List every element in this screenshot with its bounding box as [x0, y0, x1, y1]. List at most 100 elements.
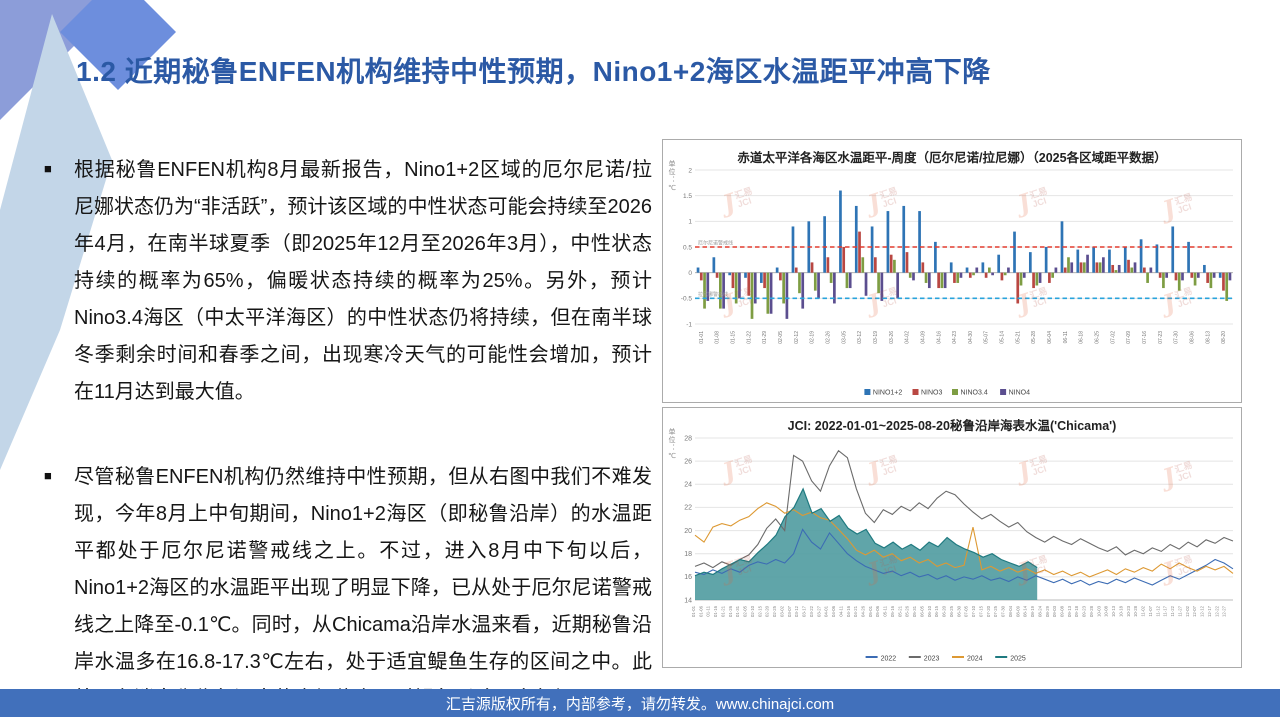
- svg-text:05-01: 05-01: [868, 605, 873, 617]
- svg-text:02-15: 02-15: [757, 605, 762, 617]
- bullet-item: ■ 根据秘鲁ENFEN机构8月最新报告，Nino1+2区域的厄尔尼诺/拉尼娜状态…: [44, 152, 652, 411]
- svg-text:12-02: 12-02: [1185, 605, 1190, 617]
- svg-text:11-17: 11-17: [1163, 605, 1168, 616]
- svg-text:10-08: 10-08: [1104, 605, 1109, 617]
- svg-text:03-17: 03-17: [802, 605, 807, 617]
- svg-text:11-22: 11-22: [1170, 605, 1175, 616]
- svg-text:07-16: 07-16: [1142, 331, 1148, 344]
- svg-text:16: 16: [684, 574, 692, 581]
- svg-text:01-08: 01-08: [715, 331, 721, 344]
- svg-text:NINO3.4: NINO3.4: [961, 390, 988, 397]
- svg-text:05-26: 05-26: [905, 605, 910, 617]
- svg-text:08-13: 08-13: [1205, 331, 1211, 344]
- svg-text:22: 22: [684, 505, 692, 512]
- svg-text:02-19: 02-19: [810, 331, 816, 344]
- svg-text:10-28: 10-28: [1133, 605, 1138, 617]
- chart-panel-chicama-sst: JCI: 2022-01-01~2025-08-20秘鲁沿岸海表水温('Chic…: [662, 407, 1242, 668]
- svg-text:03-12: 03-12: [857, 331, 863, 344]
- svg-text:02-10: 02-10: [750, 605, 755, 617]
- svg-text:24: 24: [684, 482, 692, 489]
- svg-text:06-25: 06-25: [949, 605, 954, 617]
- svg-text:09-18: 09-18: [1074, 605, 1079, 617]
- svg-text:05-21: 05-21: [1015, 331, 1021, 344]
- chicama-sst-line-chart: 28 26 24 22 20 18 16 14 01-01 01-06 01-11 01-16 01-2…: [665, 432, 1239, 667]
- svg-text:05-16: 05-16: [890, 605, 895, 617]
- svg-text:08-24: 08-24: [1037, 605, 1042, 617]
- svg-text:06-25: 06-25: [1095, 331, 1101, 344]
- bullet-text-1: 根据秘鲁ENFEN机构8月最新报告，Nino1+2区域的厄尔尼诺/拉尼娜状态仍为…: [74, 159, 652, 403]
- svg-text:-1: -1: [686, 321, 692, 328]
- bullet-list: ■ 根据秘鲁ENFEN机构8月最新报告，Nino1+2区域的厄尔尼诺/拉尼娜状态…: [44, 152, 652, 720]
- svg-text:2: 2: [688, 167, 692, 174]
- svg-text:07-30: 07-30: [1001, 605, 1006, 617]
- svg-text:2024: 2024: [967, 656, 983, 663]
- svg-text:08-14: 08-14: [1023, 605, 1028, 617]
- svg-text:09-03: 09-03: [1052, 605, 1057, 617]
- svg-text:01-11: 01-11: [706, 605, 711, 616]
- svg-text:04-30: 04-30: [968, 331, 974, 344]
- bullet-marker-icon: ■: [44, 161, 52, 176]
- svg-text:1.5: 1.5: [683, 193, 692, 200]
- svg-text:05-21: 05-21: [897, 605, 902, 617]
- svg-text:06-11: 06-11: [1063, 331, 1069, 344]
- svg-text:11-02: 11-02: [1141, 605, 1146, 616]
- svg-text:0.5: 0.5: [683, 244, 692, 251]
- svg-text:04-23: 04-23: [952, 331, 958, 344]
- svg-text:04-09: 04-09: [920, 331, 926, 344]
- chart-column: 赤道太平洋各海区水温距平-周度（厄尔尼诺/拉尼娜）（2025各区域距平数据） 单…: [662, 139, 1242, 668]
- svg-text:01-21: 01-21: [721, 605, 726, 617]
- svg-text:厄尔尼诺警戒线: 厄尔尼诺警戒线: [698, 240, 733, 247]
- svg-text:12-17: 12-17: [1207, 605, 1212, 617]
- svg-text:07-20: 07-20: [986, 605, 991, 617]
- svg-text:拉尼娜警戒线: 拉尼娜警戒线: [698, 291, 728, 298]
- svg-text:2025: 2025: [1010, 656, 1026, 663]
- svg-text:01-16: 01-16: [713, 605, 718, 617]
- svg-text:08-29: 08-29: [1045, 605, 1050, 617]
- svg-text:02-25: 02-25: [772, 605, 777, 617]
- svg-text:05-28: 05-28: [1031, 331, 1037, 344]
- svg-text:NINO3: NINO3: [921, 390, 943, 397]
- svg-text:04-01: 04-01: [824, 605, 829, 617]
- svg-text:07-30: 07-30: [1174, 331, 1180, 344]
- svg-text:20: 20: [684, 528, 692, 535]
- svg-text:10-03: 10-03: [1096, 605, 1101, 617]
- svg-text:08-09: 08-09: [1015, 605, 1020, 617]
- svg-text:0: 0: [688, 270, 692, 277]
- svg-text:08-04: 08-04: [1008, 605, 1013, 617]
- svg-text:03-12: 03-12: [794, 605, 799, 617]
- svg-text:05-06: 05-06: [875, 605, 880, 617]
- svg-text:05-07: 05-07: [984, 331, 990, 344]
- svg-text:05-31: 05-31: [912, 605, 917, 617]
- svg-text:08-06: 08-06: [1189, 331, 1195, 344]
- svg-text:03-07: 03-07: [787, 605, 792, 617]
- svg-text:06-10: 06-10: [927, 605, 932, 617]
- svg-text:01-01: 01-01: [699, 331, 705, 344]
- svg-text:12-12: 12-12: [1200, 605, 1205, 617]
- svg-text:03-27: 03-27: [816, 605, 821, 617]
- svg-text:07-10: 07-10: [971, 605, 976, 617]
- chart-title: 赤道太平洋各海区水温距平-周度（厄尔尼诺/拉尼娜）（2025各区域距平数据）: [737, 151, 1167, 165]
- svg-text:03-22: 03-22: [809, 605, 814, 617]
- svg-text:01-22: 01-22: [746, 331, 752, 344]
- svg-text:07-09: 07-09: [1126, 331, 1132, 344]
- svg-text:03-19: 03-19: [873, 331, 879, 344]
- svg-text:02-12: 02-12: [794, 331, 800, 344]
- svg-text:04-26: 04-26: [861, 605, 866, 617]
- svg-text:02-20: 02-20: [765, 605, 770, 617]
- svg-text:09-28: 09-28: [1089, 605, 1094, 617]
- footer-text: 汇吉源版权所有，内部参考，请勿转发。www.chinajci.com: [445, 695, 835, 713]
- svg-text:09-13: 09-13: [1067, 605, 1072, 617]
- svg-text:02-05: 02-05: [778, 331, 784, 344]
- svg-text:02-26: 02-26: [826, 331, 832, 344]
- svg-text:06-30: 06-30: [956, 605, 961, 617]
- svg-text:01-06: 01-06: [698, 605, 703, 617]
- svg-text:11-27: 11-27: [1177, 605, 1182, 616]
- svg-text:06-18: 06-18: [1079, 331, 1085, 344]
- y-axis-unit-label: 单位：℃: [668, 160, 675, 193]
- svg-text:03-26: 03-26: [889, 331, 895, 344]
- svg-text:1: 1: [688, 219, 692, 226]
- svg-text:08-19: 08-19: [1030, 605, 1035, 617]
- svg-text:NINO1+2: NINO1+2: [873, 390, 902, 397]
- y-axis-unit-label: 单位：℃: [668, 428, 675, 461]
- svg-text:11-07: 11-07: [1148, 605, 1153, 616]
